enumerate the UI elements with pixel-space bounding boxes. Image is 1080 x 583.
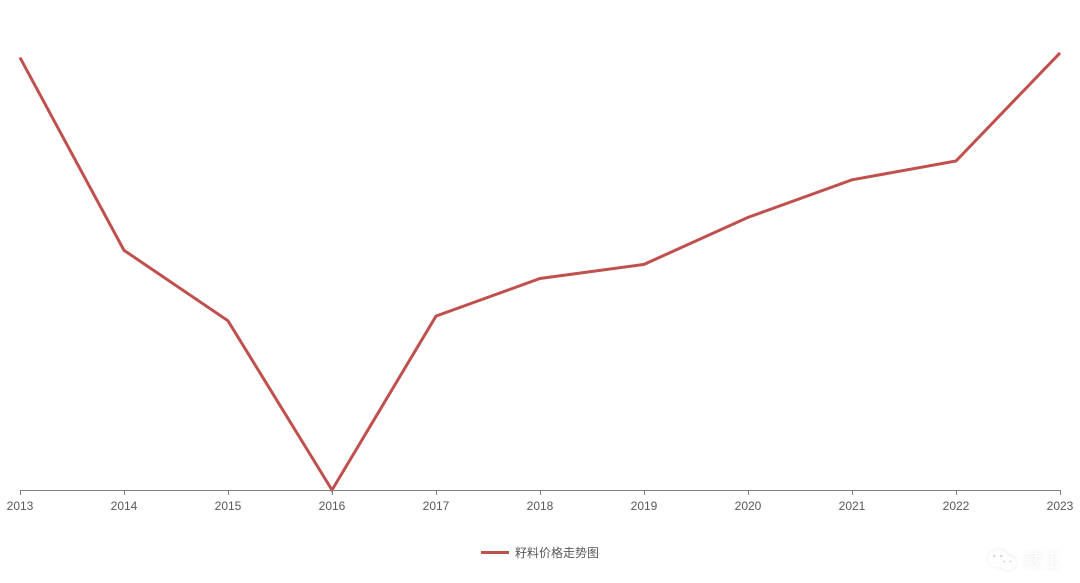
x-axis-label: 2014: [111, 499, 138, 513]
plot-area: [20, 20, 1060, 490]
x-axis-label: 2021: [839, 499, 866, 513]
wechat-icon: [988, 548, 1016, 572]
x-axis-label: 2013: [7, 499, 34, 513]
line-series: [20, 20, 1060, 490]
x-tick: [852, 490, 853, 495]
x-axis-label: 2019: [631, 499, 658, 513]
x-tick: [436, 490, 437, 495]
x-axis-label: 2020: [735, 499, 762, 513]
x-axis-label: 2023: [1047, 499, 1074, 513]
x-axis-label: 2018: [527, 499, 554, 513]
x-tick: [540, 490, 541, 495]
x-tick: [124, 490, 125, 495]
price-trend-chart: 2013 2014 2015 2016 2017 2018 2019 2020 2021 2022…: [0, 0, 1080, 583]
legend-swatch: [481, 551, 509, 554]
x-axis-label: 2017: [423, 499, 450, 513]
watermark-text: 藏玉: [1024, 547, 1062, 573]
x-tick: [228, 490, 229, 495]
legend: 籽料价格走势图: [481, 544, 599, 561]
watermark: 藏玉: [988, 547, 1062, 573]
x-tick: [748, 490, 749, 495]
x-tick: [20, 490, 21, 495]
x-axis-label: 2015: [215, 499, 242, 513]
x-tick: [332, 490, 333, 495]
x-axis-label: 2016: [319, 499, 346, 513]
x-axis-label: 2022: [943, 499, 970, 513]
legend-label: 籽料价格走势图: [515, 544, 599, 561]
x-tick: [1060, 490, 1061, 495]
x-tick: [644, 490, 645, 495]
x-tick: [956, 490, 957, 495]
